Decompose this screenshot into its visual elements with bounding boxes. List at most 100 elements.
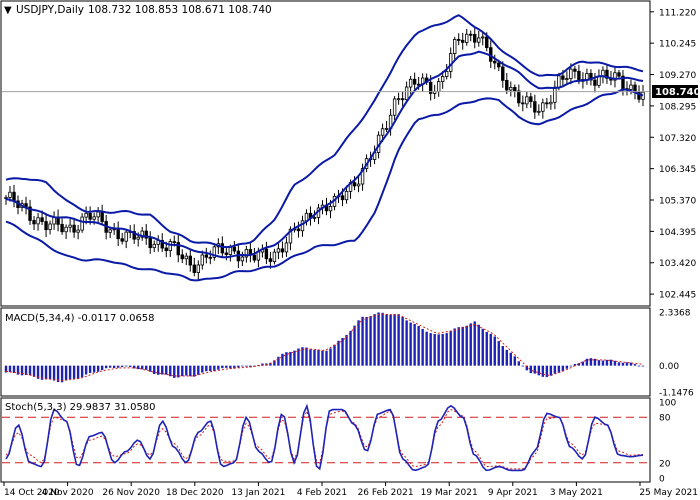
macd-bar (601, 360, 605, 366)
bollinger-middle-line (5, 50, 644, 259)
macd-bar (293, 350, 296, 366)
stoch-panel-frame (0, 397, 651, 483)
macd-bar (545, 365, 549, 378)
current-price-label: 108.740 (655, 87, 700, 98)
candle-body (392, 98, 397, 116)
candle-body (228, 246, 233, 255)
candle-body (80, 216, 84, 231)
x-tick-label: 13 Jan 2021 (231, 488, 285, 498)
stoch-plot (2, 403, 649, 472)
candle-body (537, 110, 541, 113)
candle-body (140, 230, 144, 238)
candle-body (92, 216, 96, 220)
candle-body (513, 87, 517, 92)
macd-bar (353, 325, 356, 366)
candle-body (541, 102, 545, 112)
macd-bar (205, 365, 208, 372)
macd-bar (277, 356, 280, 366)
macd-bar (197, 365, 200, 375)
macd-bar (12, 365, 16, 374)
stoch-tick-label: 80 (659, 414, 671, 424)
bollinger-lower-line (5, 88, 644, 282)
macd-bar (72, 365, 76, 379)
price-tick-label: 107.320 (659, 134, 696, 144)
macd-bar (401, 316, 404, 366)
chart-collapse-icon[interactable]: ▼ (4, 5, 12, 16)
candle-body (176, 242, 180, 256)
macd-bar (437, 334, 440, 366)
candle-body (240, 256, 245, 262)
macd-bar (269, 362, 272, 366)
macd-bar (585, 358, 589, 366)
candle-body (164, 247, 168, 252)
macd-bar (641, 365, 645, 367)
macd-bar (609, 359, 613, 366)
candle-body (296, 228, 301, 232)
macd-bar (273, 360, 276, 366)
macd-bar (76, 365, 80, 379)
macd-bar (509, 352, 512, 366)
x-tick-label: 26 Feb 2021 (358, 488, 414, 498)
macd-bar (112, 365, 116, 369)
candle-body (352, 182, 357, 187)
macd-bar (621, 362, 625, 366)
price-tick-label: 108.295 (659, 102, 696, 112)
macd-bar (96, 365, 100, 372)
candle-body (188, 255, 192, 266)
candle-body (96, 211, 100, 218)
price-tick-label: 104.395 (659, 228, 696, 238)
macd-bar (573, 363, 577, 366)
macd-bar (120, 365, 124, 368)
stoch-title: Stoch(5,3,3) 29.9837 31.0580 (5, 402, 156, 413)
macd-bar (405, 320, 408, 366)
candle-body (60, 223, 64, 233)
macd-bar (40, 365, 44, 380)
candle-body (529, 96, 533, 103)
macd-bar (617, 362, 621, 366)
price-tick-label: 110.245 (659, 40, 696, 50)
stoch-tick-label: 100 (659, 399, 676, 409)
price-plot (2, 14, 649, 282)
macd-bar (425, 331, 428, 366)
candle-body (232, 246, 237, 252)
macd-bar (605, 359, 609, 366)
axes: 111.220 110.245 109.270 108.295 107.320 106.3… (3, 8, 698, 498)
candle-body (453, 39, 457, 54)
macd-bar (169, 365, 172, 377)
candle-body (380, 128, 385, 136)
candle-body (132, 231, 136, 240)
macd-bar (80, 365, 84, 378)
macd-bar (633, 364, 637, 366)
candle-body (148, 237, 152, 249)
x-tick-label: 14 Oct 2020 (4, 488, 60, 498)
macd-bar (128, 365, 132, 368)
macd-bar (88, 365, 92, 373)
candle-body (416, 83, 421, 86)
macd-bar (625, 362, 629, 366)
candle-body (180, 254, 184, 260)
macd-bar (237, 365, 240, 368)
macd-bar (221, 365, 224, 369)
macd-plot (4, 312, 645, 383)
candle-body (461, 39, 465, 43)
candle-body (220, 243, 225, 254)
macd-bar (525, 365, 529, 371)
macd-bar (177, 365, 180, 378)
candle-body (509, 87, 513, 91)
macd-bar (421, 328, 424, 366)
macd-bar (449, 330, 452, 366)
candle-body (8, 191, 12, 198)
macd-bar (116, 365, 120, 368)
macd-bar (589, 358, 593, 366)
candle-body (444, 70, 449, 77)
candle-body (505, 79, 509, 91)
candle-body (400, 98, 405, 101)
macd-bar (333, 344, 336, 366)
macd-bar (100, 365, 104, 370)
macd-bar (44, 365, 48, 380)
macd-bar (581, 361, 585, 366)
macd-bar (281, 353, 284, 366)
macd-bar (241, 365, 244, 367)
macd-bar (28, 365, 32, 376)
